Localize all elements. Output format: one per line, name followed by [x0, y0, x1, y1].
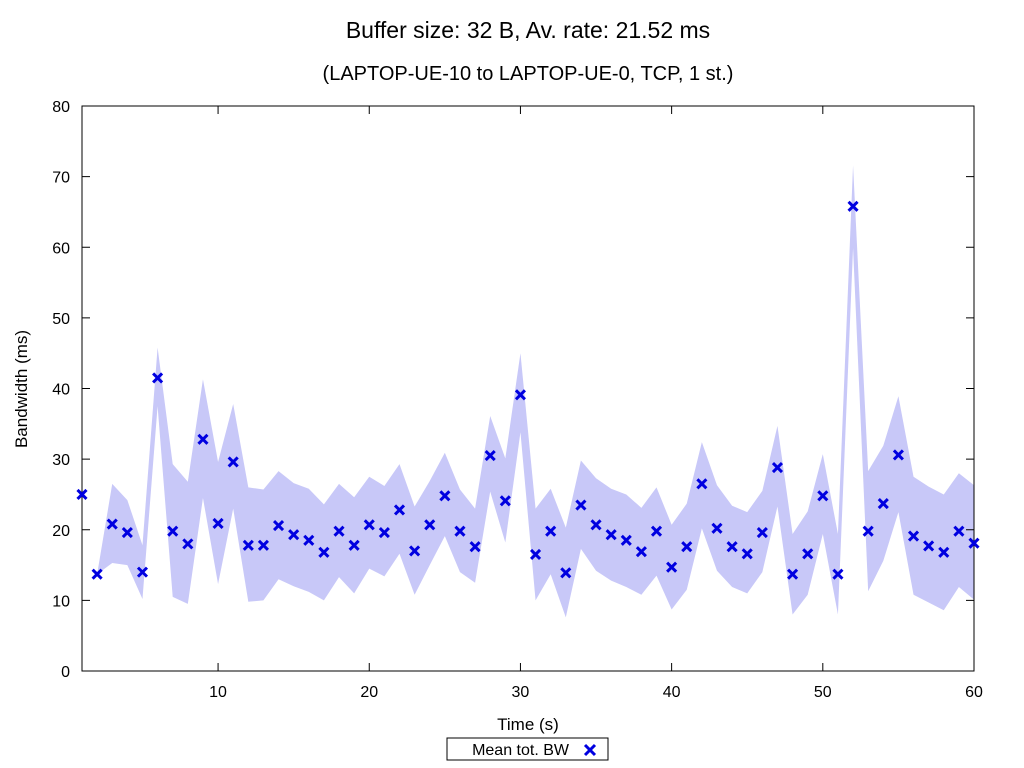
data-point: [771, 462, 784, 474]
data-point: [257, 539, 269, 551]
data-point: [333, 525, 345, 537]
data-point: [167, 525, 179, 537]
x-tick-label: 50: [814, 684, 832, 701]
std-band-layer: [82, 165, 974, 618]
data-point: [620, 534, 632, 546]
y-tick-label: 80: [52, 99, 70, 116]
data-point: [469, 541, 481, 553]
data-point: [756, 527, 768, 539]
legend-marker: [583, 743, 597, 757]
data-point: [741, 548, 753, 560]
y-tick-label: 0: [61, 664, 70, 681]
data-point: [681, 541, 693, 553]
data-point: [832, 568, 844, 580]
plot-frame: [81, 105, 975, 672]
data-point: [666, 561, 678, 573]
data-point: [303, 534, 315, 546]
data-point: [363, 519, 375, 531]
data-point: [152, 372, 164, 384]
std-band: [82, 165, 974, 618]
data-point: [409, 545, 421, 557]
data-point: [923, 540, 935, 552]
data-point: [439, 490, 451, 502]
data-point: [106, 518, 118, 530]
data-point: [877, 498, 889, 510]
data-point: [454, 525, 466, 537]
chart-subtitle: (LAPTOP-UE-10 to LAPTOP-UE-0, TCP, 1 st.…: [323, 63, 734, 85]
data-point: [726, 541, 738, 553]
data-point: [378, 527, 390, 539]
data-point: [545, 525, 557, 537]
data-point: [862, 525, 874, 537]
legend-label: Mean tot. BW: [472, 742, 570, 759]
y-tick-label: 20: [52, 523, 70, 540]
x-tick-label: 40: [663, 684, 681, 701]
data-points: [76, 200, 980, 580]
data-point: [197, 433, 209, 445]
data-point: [424, 519, 436, 531]
y-tick-label: 50: [52, 311, 70, 328]
data-point: [711, 522, 723, 534]
data-point: [787, 568, 799, 580]
data-point: [288, 529, 300, 541]
x-axis-label: Time (s): [497, 715, 559, 734]
x-tick-label: 60: [965, 684, 983, 701]
data-point: [802, 548, 814, 560]
data-point: [635, 546, 647, 558]
data-point: [605, 529, 617, 541]
data-point: [272, 519, 285, 532]
data-point: [212, 517, 224, 529]
data-point: [938, 546, 950, 558]
data-point: [968, 537, 980, 549]
y-tick-label: 40: [52, 382, 70, 399]
y-tick-label: 70: [52, 170, 70, 187]
data-point: [348, 539, 360, 551]
y-tick-label: 30: [52, 452, 70, 469]
data-point: [696, 478, 708, 490]
data-point: [227, 456, 239, 468]
y-tick-label: 10: [52, 593, 70, 610]
x-tick-label: 30: [512, 684, 530, 701]
legend: Mean tot. BW: [446, 737, 609, 761]
x-tick-label: 10: [209, 684, 227, 701]
y-tick-label: 60: [52, 240, 70, 257]
y-axis-label: Bandwidth (ms): [12, 330, 31, 448]
data-point: [817, 490, 829, 502]
data-point: [499, 495, 511, 507]
x-tick-label: 20: [360, 684, 378, 701]
data-point: [76, 488, 88, 500]
data-point: [892, 449, 904, 461]
data-point: [590, 519, 602, 531]
data-point: [182, 538, 194, 550]
data-point: [514, 389, 527, 401]
data-point: [575, 499, 587, 511]
data-point: [136, 566, 149, 578]
axis-ticks: 0 10 20 30 40 50 60 70 80 10 20 30 40 50 60: [52, 99, 983, 701]
data-point: [560, 567, 572, 579]
data-point: [121, 527, 133, 539]
data-point: [242, 539, 254, 551]
data-point: [650, 525, 663, 537]
data-point: [907, 530, 920, 542]
data-point: [393, 504, 406, 516]
data-point: [91, 568, 103, 580]
data-point: [318, 546, 330, 558]
data-point: [529, 548, 542, 561]
data-point: [847, 200, 859, 212]
legend-box: [446, 737, 609, 761]
data-point: [484, 450, 496, 462]
chart-title: Buffer size: 32 B, Av. rate: 21.52 ms: [346, 17, 710, 43]
data-point: [953, 525, 965, 537]
